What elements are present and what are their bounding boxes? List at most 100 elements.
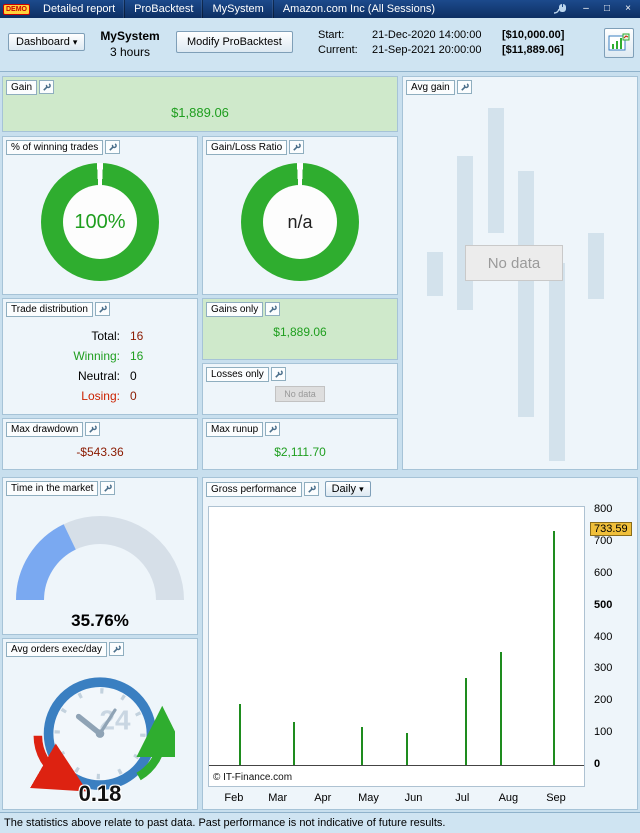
- system-timeframe: 3 hours: [109, 45, 151, 59]
- avg-orders-panel: Avg orders exec/day 24: [2, 638, 198, 810]
- trade-row-value: 16: [130, 329, 144, 343]
- start-label: Start:: [318, 29, 345, 41]
- y-tick-label: 0: [594, 758, 601, 770]
- panel-title: Avg gain: [406, 80, 455, 95]
- trade-row-label: Total:: [91, 329, 120, 343]
- settings-wrench-button[interactable]: [265, 302, 281, 316]
- panel-header: Gains only: [203, 299, 397, 317]
- settings-wrench-button[interactable]: [289, 140, 305, 154]
- placeholder-bar: [456, 155, 473, 311]
- dashboard-dropdown-label: Dashboard: [16, 36, 70, 48]
- bar: [405, 733, 408, 765]
- dashboard-dropdown[interactable]: Dashboard ▾: [8, 33, 86, 51]
- avg-gain-placeholder-bars: [407, 97, 633, 465]
- avg-orders-graphic: 24 0.18: [25, 669, 188, 809]
- donut-center: 100%: [63, 185, 137, 259]
- x-tick-label: Jun: [404, 792, 423, 804]
- panel-title: Max runup: [206, 422, 264, 437]
- donut-center: n/a: [263, 185, 337, 259]
- bar: [360, 727, 363, 765]
- placeholder-bar: [517, 170, 534, 418]
- maximize-button[interactable]: □: [603, 3, 611, 14]
- open-chart-button[interactable]: [604, 28, 634, 58]
- clock-hand-minute: [98, 708, 117, 736]
- max-drawdown-panel: Max drawdown -$543.36: [2, 418, 198, 470]
- gain-loss-ratio-panel: Gain/Loss Ratio n/a: [202, 136, 398, 295]
- x-tick-label: May: [358, 792, 379, 804]
- max-drawdown-value: -$543.36: [76, 445, 124, 459]
- panel-header: Time in the market: [3, 478, 197, 496]
- gain-value: $1,889.06: [171, 105, 229, 120]
- settings-wrench-button[interactable]: [39, 80, 55, 94]
- x-tick-label: Jul: [455, 792, 470, 804]
- y-tick-label: 800: [594, 503, 613, 515]
- modify-probacktest-button[interactable]: Modify ProBacktest: [176, 31, 293, 53]
- bar: [465, 678, 468, 765]
- trade-distribution-panel: Trade distribution Total: 16 Winning: 16…: [2, 298, 198, 415]
- current-amount: [$11,889.06]: [502, 44, 564, 56]
- y-tick-label: 700: [594, 534, 613, 547]
- minimize-button[interactable]: –: [583, 3, 589, 14]
- clock-hand-hour: [75, 713, 103, 737]
- trade-distribution-row: Total: 16: [3, 326, 197, 346]
- trade-distribution-row: Winning: 16: [3, 346, 197, 366]
- y-tick-label: 400: [594, 630, 613, 643]
- title-bar: DEMO Detailed report ProBacktest MySyste…: [0, 0, 640, 18]
- increase-arrow-icon: [136, 705, 188, 781]
- system-info: MySystem 3 hours: [88, 29, 172, 59]
- trade-row-label: Neutral:: [77, 369, 120, 383]
- panel-title: Gain/Loss Ratio: [206, 140, 288, 155]
- bar: [500, 651, 503, 765]
- settings-wrench-button[interactable]: [94, 302, 110, 316]
- winning-trades-value: 100%: [74, 210, 126, 233]
- settings-wrench-button[interactable]: [303, 482, 319, 496]
- tab-detailed-report[interactable]: Detailed report: [34, 0, 126, 18]
- gross-chart-yaxis: 733.59 800 700 600 500 400 300 200 100 0: [589, 503, 637, 787]
- panel-title: % of winning trades: [6, 140, 104, 155]
- close-button[interactable]: ×: [625, 3, 631, 14]
- chart-icon: [608, 33, 630, 51]
- winning-trades-donut: 100%: [41, 163, 159, 281]
- x-tick-label: Sep: [546, 792, 566, 804]
- panel-title: Time in the market: [6, 481, 99, 496]
- panel-header: Avg gain: [403, 77, 637, 95]
- winning-trades-panel: % of winning trades 100%: [2, 136, 198, 295]
- max-runup-panel: Max runup $2,111.70: [202, 418, 398, 470]
- period-dropdown[interactable]: Daily ▾: [324, 481, 371, 497]
- settings-wrench-button[interactable]: [100, 481, 116, 495]
- settings-wrench-button[interactable]: [85, 422, 101, 436]
- settings-wrench-button[interactable]: [456, 80, 472, 94]
- bar: [553, 531, 555, 765]
- session-summary: Start: 21-Dec-2020 14:00:00 [$10,000.00]…: [318, 29, 564, 56]
- clock-icon: 24: [30, 677, 188, 792]
- placeholder-bar: [488, 108, 505, 234]
- tab-mysystem[interactable]: MySystem: [203, 0, 274, 18]
- demo-badge: DEMO: [3, 3, 30, 15]
- connection-icon[interactable]: [553, 3, 569, 15]
- panel-header: Gross performance Daily ▾: [203, 478, 637, 497]
- zero-line: [209, 765, 584, 766]
- settings-wrench-button[interactable]: [108, 642, 124, 656]
- status-bar: The statistics above relate to past data…: [0, 812, 640, 833]
- settings-wrench-button[interactable]: [265, 422, 281, 436]
- settings-wrench-button[interactable]: [270, 367, 286, 381]
- gross-chart-xaxis: Feb Mar Apr May Jun Jul Aug Sep: [208, 790, 585, 808]
- start-amount: [$10,000.00]: [502, 29, 565, 41]
- trade-distribution-row: Losing: 0: [3, 386, 197, 406]
- gross-chart-plot: © IT-Finance.com: [208, 506, 585, 787]
- toolbar: Dashboard ▾ MySystem 3 hours Modify ProB…: [0, 18, 640, 72]
- panel-title: Gains only: [206, 302, 264, 317]
- settings-wrench-button[interactable]: [105, 140, 121, 154]
- gross-performance-panel: Gross performance Daily ▾ © IT-Finance.c…: [202, 477, 638, 810]
- placeholder-bar: [549, 262, 566, 462]
- status-text: The statistics above relate to past data…: [4, 817, 446, 829]
- x-tick-label: Mar: [268, 792, 288, 804]
- decrease-arrow-icon: [30, 735, 88, 792]
- panel-title: Max drawdown: [6, 422, 84, 437]
- x-tick-label: Apr: [314, 792, 332, 804]
- gain-panel: Gain $1,889.06: [2, 76, 398, 132]
- trade-distribution-row: Neutral: 0: [3, 366, 197, 386]
- tab-probacktest[interactable]: ProBacktest: [125, 0, 204, 18]
- panel-header: Losses only: [203, 364, 397, 382]
- gains-only-value: $1,889.06: [273, 325, 327, 339]
